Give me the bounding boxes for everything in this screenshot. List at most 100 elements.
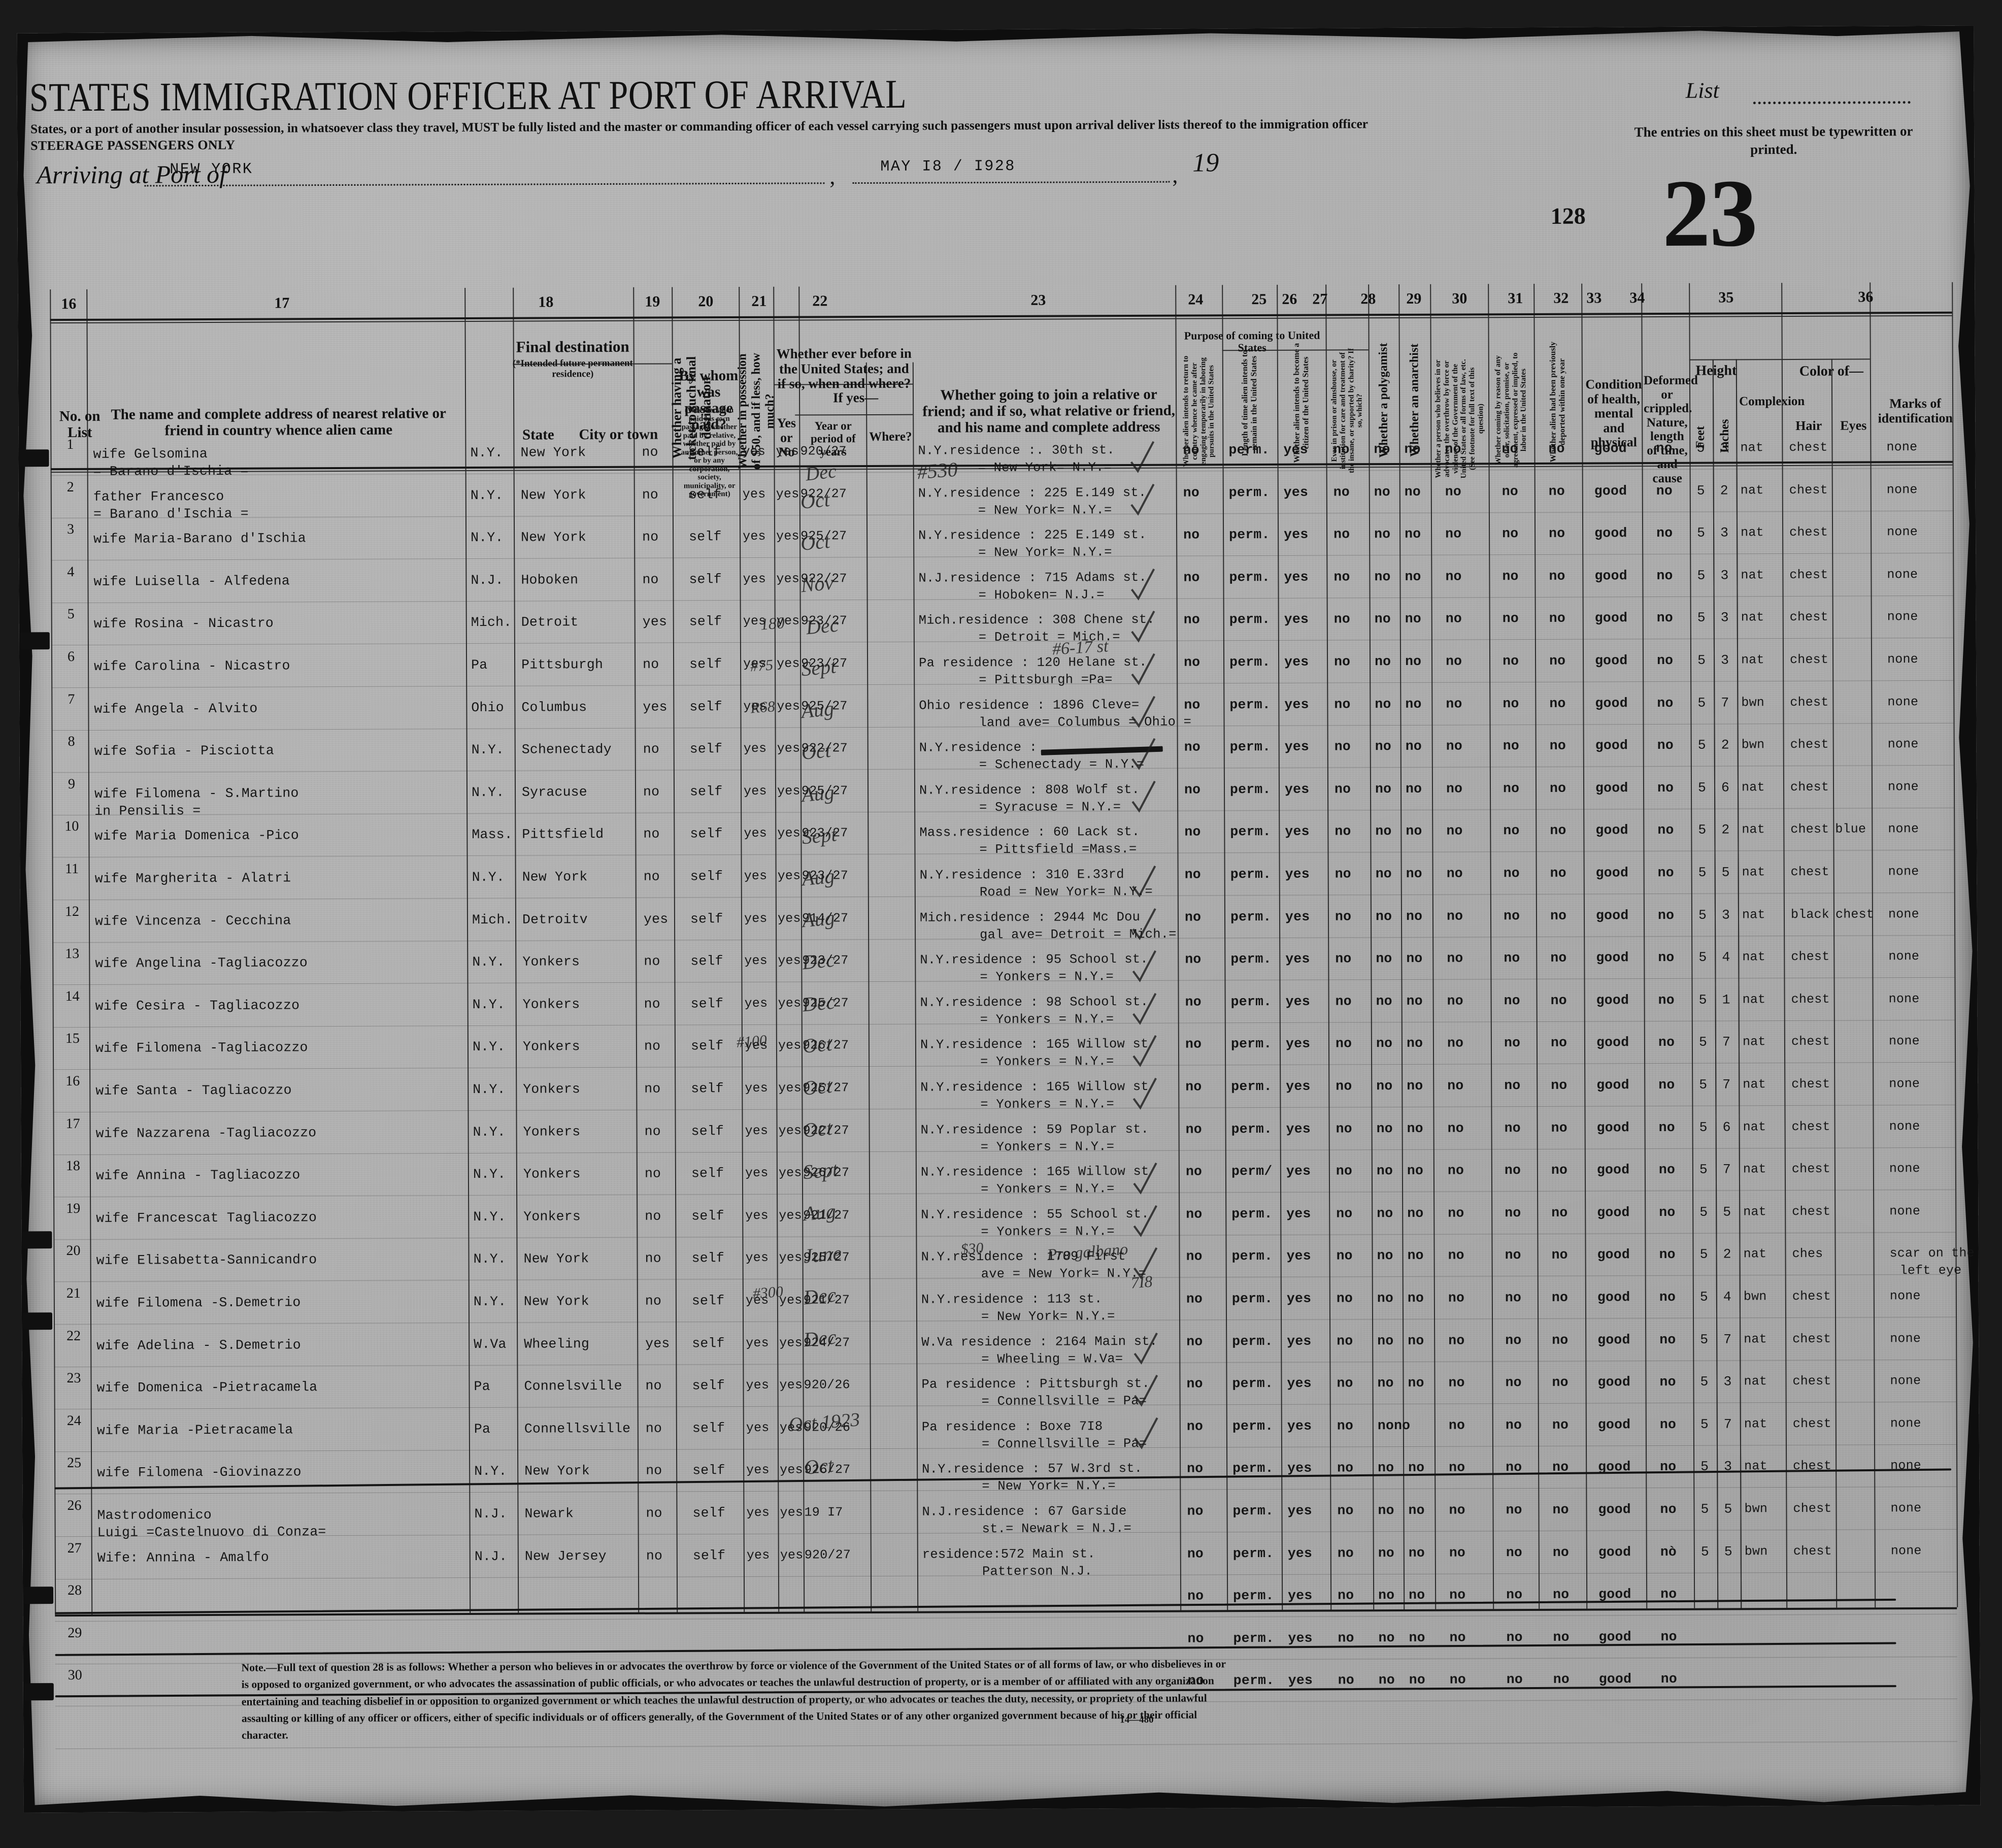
pen-checkmark (1130, 441, 1155, 473)
cell-deformed: no (1658, 1035, 1675, 1050)
cell-length-stay: perm. (1228, 484, 1270, 500)
cell-feet: 5 (1697, 568, 1706, 583)
cell-join-address-line2: Patterson N.J. (982, 1563, 1093, 1579)
cell-polygamist: no (1374, 484, 1391, 500)
header-c31: Condition of health, mental and physical (1585, 377, 1642, 450)
header-c36: Marks of identification (1878, 395, 1953, 425)
cell-deported: no (1550, 1035, 1567, 1051)
port-value[interactable]: NEW YORK (170, 160, 253, 179)
grid-hline (795, 414, 913, 416)
cell-length-stay: perm. (1230, 994, 1272, 1010)
cell-feet: 5 (1697, 525, 1706, 541)
cell-institution: no (1338, 1588, 1354, 1603)
cell-deported: no (1551, 1120, 1567, 1136)
cell-complexion: nat (1742, 992, 1766, 1007)
cell-join-address-line2: = Syracuse = N.Y.= (979, 799, 1121, 815)
cell-ever-before: yes (779, 1377, 803, 1393)
cell-deformed: no (1656, 568, 1673, 583)
cell-state: N.J. (471, 572, 504, 588)
cell-marks: none (1889, 1118, 1920, 1134)
cell-overthrow: no (1446, 781, 1463, 797)
header-c34: Complexion (1739, 394, 1805, 409)
cell-return-intent: no (1183, 442, 1199, 458)
manifest-sheet: STATES IMMIGRATION OFFICER AT PORT OF AR… (17, 26, 1980, 1813)
cell-anarchist: no (1406, 823, 1422, 839)
cell-inches: 6 (1721, 780, 1730, 796)
cell-polygamist: no (1376, 1036, 1393, 1051)
cell-join-address-line2: st.= Newark = N.J.= (982, 1521, 1132, 1537)
cell-institution: no (1333, 611, 1351, 627)
header-c17: The name and complete address of nearest… (111, 405, 446, 439)
cell-city: New York (520, 487, 586, 503)
cell-paid-by: self (692, 1335, 725, 1351)
cell-fifty: yes (743, 783, 767, 799)
cell-anarchist: no (1406, 866, 1422, 881)
cell-ticket: no (642, 529, 659, 545)
cell-inches: 1 (1722, 992, 1730, 1008)
cell-feet: 5 (1697, 610, 1706, 626)
cell-inches: 7 (1722, 1077, 1731, 1093)
grid-vline (773, 286, 780, 1612)
cell-overthrow: no (1448, 1290, 1465, 1306)
cell-deported: no (1548, 441, 1565, 456)
cell-year-period: 922/27 (800, 486, 847, 502)
cell-return-intent: no (1185, 951, 1202, 967)
cell-deformed: no (1658, 1077, 1675, 1093)
cell-polygamist: no (1375, 908, 1392, 924)
row-number: 12 (64, 903, 79, 919)
cell-deported: no (1552, 1332, 1569, 1348)
cell-marks: none (1887, 779, 1919, 795)
cell-complexion: nat (1743, 1162, 1766, 1177)
cell-paid-by: self (690, 996, 724, 1012)
cell-return-intent: no (1187, 1461, 1204, 1476)
cell-feet: 5 (1696, 440, 1705, 456)
cell-deported: no (1549, 780, 1566, 796)
cell-institution: no (1337, 1545, 1354, 1561)
cell-name-line2: in Pensilis = (94, 803, 201, 819)
cell-health: good (1597, 1290, 1630, 1305)
cell-state: N.Y. (472, 1039, 506, 1055)
cell-ever-before: yes (778, 1080, 802, 1096)
cell-institution: no (1338, 1672, 1355, 1688)
cell-complexion: nat (1742, 1034, 1766, 1049)
cell-health: good (1598, 1502, 1631, 1517)
cell-ticket: no (644, 1124, 661, 1139)
cell-join-address: N.Y.residence : 95 School st. (920, 952, 1148, 968)
cell-health: good (1598, 1544, 1631, 1560)
cell-marks: none (1887, 524, 1918, 540)
cell-paid-by: self (689, 614, 722, 630)
cell-polygamist: no (1378, 1588, 1395, 1603)
date-value[interactable]: MAY I8 / I928 (880, 157, 1016, 176)
cell-feet: 5 (1697, 652, 1706, 668)
cell-institution: no (1337, 1375, 1353, 1391)
cell-labor-offer: no (1504, 1163, 1521, 1178)
cell-anarchist: no (1409, 1672, 1426, 1688)
cell-health: good (1596, 1162, 1630, 1178)
row-number: 27 (67, 1540, 82, 1556)
cell-name: wife Maria -Pietracamela (96, 1422, 293, 1438)
cell-overthrow: no (1448, 1247, 1464, 1263)
cell-fifty: yes (746, 1505, 770, 1520)
cell-city: New York (523, 1251, 589, 1267)
cell-citizen-intent: yes (1287, 1545, 1313, 1561)
cell-deported: no (1551, 1077, 1567, 1093)
cell-city: Yonkers (523, 1166, 581, 1182)
cell-city: New York (523, 1294, 589, 1309)
cell-deformed: no (1657, 738, 1674, 753)
cell-labor-offer: no (1502, 441, 1518, 457)
cell-length-stay: perm. (1230, 951, 1272, 967)
cell-year-period: 925/27 (802, 995, 849, 1011)
cell-anarchist: no (1404, 484, 1421, 500)
cell-complexion: nat (1742, 865, 1765, 880)
cell-state: Mich. (471, 615, 512, 631)
cell-state: N.Y. (474, 1464, 507, 1479)
cell-ever-before: yes (778, 1123, 802, 1138)
comma-2: , (1172, 162, 1178, 188)
cell-deformed: no (1658, 1119, 1675, 1135)
cell-inches: 7 (1723, 1332, 1732, 1347)
cell-polygamist: no (1378, 1545, 1395, 1561)
cell-labor-offer: no (1506, 1502, 1522, 1518)
row-number: 20 (66, 1243, 81, 1259)
cell-hair: chest (1789, 524, 1828, 540)
row-number: 26 (67, 1497, 82, 1514)
